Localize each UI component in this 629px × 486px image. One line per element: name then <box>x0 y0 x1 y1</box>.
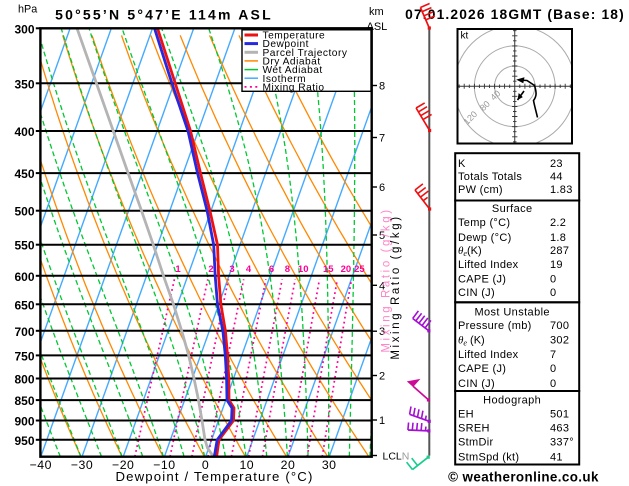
svg-text:7: 7 <box>379 133 385 145</box>
svg-text:Lifted Index: Lifted Index <box>458 349 519 361</box>
svg-text:PW (cm): PW (cm) <box>458 184 503 196</box>
svg-text:5: 5 <box>379 230 385 242</box>
svg-text:EH: EH <box>458 409 474 421</box>
svg-text:41: 41 <box>550 451 563 463</box>
svg-text:CAPE (J): CAPE (J) <box>458 363 506 375</box>
svg-text:km: km <box>369 6 384 18</box>
svg-text:19: 19 <box>550 259 563 271</box>
svg-text:Mixing Ratio (g/kg): Mixing Ratio (g/kg) <box>390 214 402 359</box>
svg-text:Dewpoint / Temperature (°C): Dewpoint / Temperature (°C) <box>115 469 313 484</box>
svg-text:hPa: hPa <box>18 4 37 16</box>
svg-text:3: 3 <box>379 326 385 338</box>
svg-text:SREH: SREH <box>458 423 490 435</box>
svg-text:−40: −40 <box>30 458 52 472</box>
svg-text:700: 700 <box>14 325 34 339</box>
svg-text:Wet Adiabat: Wet Adiabat <box>263 65 323 76</box>
svg-text:550: 550 <box>14 239 34 253</box>
svg-text:8: 8 <box>285 264 290 275</box>
svg-text:0: 0 <box>550 273 556 285</box>
svg-text:350: 350 <box>14 77 34 91</box>
svg-text:2.2: 2.2 <box>550 217 566 229</box>
svg-text:1.8: 1.8 <box>550 232 566 244</box>
svg-text:10: 10 <box>239 458 254 472</box>
svg-text:6: 6 <box>379 182 385 194</box>
svg-text:50°55’N 5°47’E 114m ASL: 50°55’N 5°47’E 114m ASL <box>55 6 273 22</box>
svg-text:7: 7 <box>550 349 556 361</box>
svg-text:Mixing Ratio (g/kg): Mixing Ratio (g/kg) <box>381 207 393 352</box>
svg-text:Totals Totals: Totals Totals <box>458 171 522 183</box>
svg-text:StmDir: StmDir <box>458 437 493 449</box>
svg-text:Hodograph: Hodograph <box>483 395 541 407</box>
svg-text:−30: −30 <box>71 458 93 472</box>
svg-text:0: 0 <box>550 378 556 390</box>
svg-text:15: 15 <box>323 264 334 275</box>
svg-text:44: 44 <box>550 171 563 183</box>
svg-text:Mixing Ratio: Mixing Ratio <box>263 83 325 94</box>
svg-text:700: 700 <box>550 320 569 332</box>
svg-text:300: 300 <box>14 22 34 36</box>
svg-text:2: 2 <box>208 264 213 275</box>
svg-text:θe (K): θe (K) <box>458 335 485 348</box>
svg-text:CAPE (J): CAPE (J) <box>458 273 506 285</box>
svg-text:2: 2 <box>379 371 385 383</box>
svg-text:−20: −20 <box>112 458 134 472</box>
svg-text:Temperature: Temperature <box>263 31 326 42</box>
svg-text:© weatheronline.co.uk: © weatheronline.co.uk <box>448 470 599 485</box>
svg-text:337°: 337° <box>550 437 574 449</box>
svg-text:CIN (J): CIN (J) <box>458 378 495 390</box>
svg-text:600: 600 <box>14 270 34 284</box>
svg-text:StmSpd (kt): StmSpd (kt) <box>458 451 519 463</box>
svg-text:1: 1 <box>175 264 181 275</box>
svg-text:10: 10 <box>298 264 309 275</box>
svg-text:463: 463 <box>550 423 569 435</box>
svg-text:θe(K): θe(K) <box>458 245 482 258</box>
svg-text:850: 850 <box>14 394 34 408</box>
svg-text:Dewpoint: Dewpoint <box>263 39 309 50</box>
svg-text:1: 1 <box>379 415 385 427</box>
svg-text:Temp (°C): Temp (°C) <box>458 217 510 229</box>
svg-text:800: 800 <box>14 373 34 387</box>
svg-text:kt: kt <box>461 31 469 42</box>
svg-text:1.83: 1.83 <box>550 184 573 196</box>
svg-text:0: 0 <box>550 363 556 375</box>
svg-text:950: 950 <box>14 434 34 448</box>
svg-text:6: 6 <box>269 264 274 275</box>
svg-text:650: 650 <box>14 298 34 312</box>
svg-text:302: 302 <box>550 335 569 347</box>
svg-text:−10: −10 <box>153 458 175 472</box>
svg-text:07.01.2026 18GMT (Base: 18): 07.01.2026 18GMT (Base: 18) <box>405 7 625 22</box>
svg-text:20: 20 <box>281 458 296 472</box>
svg-text:30: 30 <box>322 458 337 472</box>
svg-text:Dewp (°C): Dewp (°C) <box>458 232 512 244</box>
svg-text:501: 501 <box>550 409 569 421</box>
svg-text:0: 0 <box>202 458 209 472</box>
svg-text:400: 400 <box>14 125 34 139</box>
svg-text:23: 23 <box>550 158 563 170</box>
svg-text:287: 287 <box>550 245 569 257</box>
svg-text:Parcel Trajectory: Parcel Trajectory <box>263 48 348 59</box>
svg-text:4: 4 <box>246 264 252 275</box>
svg-text:0: 0 <box>550 287 556 299</box>
svg-text:Dry Adiabat: Dry Adiabat <box>263 57 321 68</box>
svg-text:500: 500 <box>14 205 34 219</box>
svg-text:750: 750 <box>14 349 34 363</box>
svg-text:25: 25 <box>354 264 365 275</box>
svg-text:4: 4 <box>379 280 385 292</box>
svg-text:LCLN: LCLN <box>383 451 410 463</box>
svg-text:CIN (J): CIN (J) <box>458 287 495 299</box>
svg-text:3: 3 <box>229 264 234 275</box>
svg-text:20: 20 <box>341 264 352 275</box>
svg-text:450: 450 <box>14 167 34 181</box>
svg-text:Lifted Index: Lifted Index <box>458 259 519 271</box>
svg-text:8: 8 <box>379 81 385 93</box>
svg-text:Surface: Surface <box>492 203 533 215</box>
svg-text:900: 900 <box>14 415 34 429</box>
svg-text:Pressure (mb): Pressure (mb) <box>458 320 532 332</box>
svg-text:Isotherm: Isotherm <box>263 74 307 85</box>
svg-text:Most Unstable: Most Unstable <box>474 307 550 319</box>
svg-text:K: K <box>458 158 466 170</box>
